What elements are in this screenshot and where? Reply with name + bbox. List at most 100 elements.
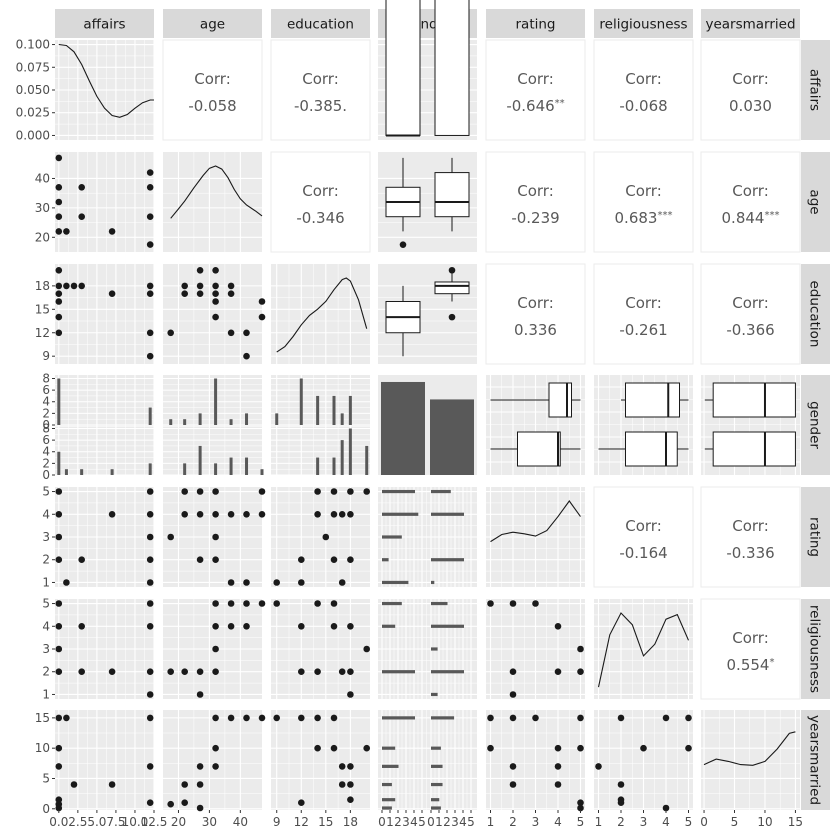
data-point xyxy=(55,556,63,563)
facet-histogram-bar xyxy=(214,463,218,475)
data-point xyxy=(55,804,63,812)
data-point xyxy=(55,298,63,305)
y-tick-label: 30 xyxy=(35,201,50,215)
data-point xyxy=(338,781,346,788)
data-point xyxy=(212,556,219,563)
data-point xyxy=(243,623,250,630)
data-point xyxy=(196,511,204,518)
data-point xyxy=(63,228,70,235)
y-tick-label: 4 xyxy=(42,507,50,521)
strip-top-affairs xyxy=(55,9,154,38)
x-tick-label: 4 xyxy=(459,815,467,829)
panel-education-religiousness xyxy=(593,263,694,365)
data-point xyxy=(55,290,63,298)
boxplot-horizontal xyxy=(704,431,796,467)
data-point xyxy=(181,290,188,298)
x-tick-label: 1 xyxy=(595,815,603,829)
facet-hbar xyxy=(431,558,464,562)
data-point xyxy=(212,313,219,321)
facet-histogram-bar xyxy=(169,419,173,425)
data-point xyxy=(167,533,174,541)
data-point xyxy=(227,714,235,722)
data-point xyxy=(227,290,235,298)
data-point xyxy=(146,352,154,360)
data-point xyxy=(258,511,266,518)
x-tick-label: 1 xyxy=(487,815,495,829)
boxplot-box xyxy=(625,382,680,418)
x-tick-label: 0 xyxy=(427,815,435,829)
data-point xyxy=(78,668,85,675)
corr-value: -0.336 xyxy=(726,544,774,562)
data-point xyxy=(363,645,371,653)
panel-grid xyxy=(486,710,585,810)
panel-yearsmarried-yearsmarried xyxy=(701,710,800,810)
facet-histogram-bar xyxy=(57,378,61,425)
data-point xyxy=(196,804,204,812)
x-tick-label: 15 xyxy=(788,815,803,829)
strip-right-rating xyxy=(801,487,830,587)
boxplot-box xyxy=(712,431,796,467)
x-tick-label: 5 xyxy=(731,815,739,829)
x-tick-label: 5 xyxy=(577,815,585,829)
panel-grid xyxy=(486,599,585,699)
panel-grid xyxy=(55,152,155,252)
data-point xyxy=(338,668,346,675)
boxplot xyxy=(385,157,421,248)
corr-value: -0.646** xyxy=(506,97,564,115)
boxplot-horizontal xyxy=(621,382,689,418)
y-tick-label: 9 xyxy=(42,349,50,363)
data-point xyxy=(167,800,174,808)
strip-right-label: age xyxy=(807,189,823,214)
data-point xyxy=(314,744,321,752)
data-point xyxy=(617,714,625,722)
data-point xyxy=(509,668,517,675)
data-point xyxy=(196,781,204,788)
data-point xyxy=(146,511,154,518)
panel-grid xyxy=(271,375,370,476)
data-point xyxy=(595,763,602,770)
x-tick-label: 0 xyxy=(700,815,708,829)
corr-label: Corr: xyxy=(517,70,554,88)
facet-histogram-bar xyxy=(316,457,320,475)
x-tick-label: 15 xyxy=(318,815,333,829)
x-tick-label: 3 xyxy=(402,815,410,829)
strip-right-religiousness xyxy=(801,599,830,699)
facet-histogram-bar xyxy=(316,395,320,425)
boxplot xyxy=(385,0,421,137)
data-point xyxy=(314,714,321,722)
y-tick-label: 40 xyxy=(35,171,50,185)
corr-label: Corr: xyxy=(732,70,769,88)
panel-affairs-age xyxy=(162,39,263,141)
data-point xyxy=(640,744,647,752)
corr-significance: *** xyxy=(657,210,672,221)
boxplot xyxy=(434,0,470,136)
x-tick-label: 5 xyxy=(418,815,426,829)
panel-yearsmarried-education xyxy=(271,710,370,810)
y-tick-label: 0.000 xyxy=(16,128,50,142)
corr-label: Corr: xyxy=(302,70,339,88)
corr-label: Corr: xyxy=(194,70,231,88)
panel-grid xyxy=(378,487,477,587)
data-point xyxy=(212,290,219,298)
boxplot-horizontal xyxy=(490,431,581,467)
data-point xyxy=(196,282,204,290)
data-point xyxy=(108,511,116,518)
panel-affairs-education xyxy=(270,39,371,141)
data-point xyxy=(532,600,539,607)
gender-bar xyxy=(381,381,425,475)
data-point xyxy=(181,668,188,675)
panel-age-religiousness xyxy=(593,151,694,253)
y-tick-label: 10 xyxy=(35,741,50,755)
facet-hbar xyxy=(382,670,415,674)
y-tick-label: 2 xyxy=(42,406,50,420)
panel-rating-religiousness xyxy=(593,486,694,588)
data-point xyxy=(509,714,517,722)
data-point xyxy=(78,623,85,630)
y-tick-label: 1 xyxy=(42,575,50,589)
data-point xyxy=(330,714,338,722)
data-point xyxy=(78,282,85,290)
data-point xyxy=(338,763,346,770)
strip-right-affairs xyxy=(801,40,830,140)
y-tick-label: 12 xyxy=(35,326,50,340)
facet-hbar xyxy=(382,601,402,606)
